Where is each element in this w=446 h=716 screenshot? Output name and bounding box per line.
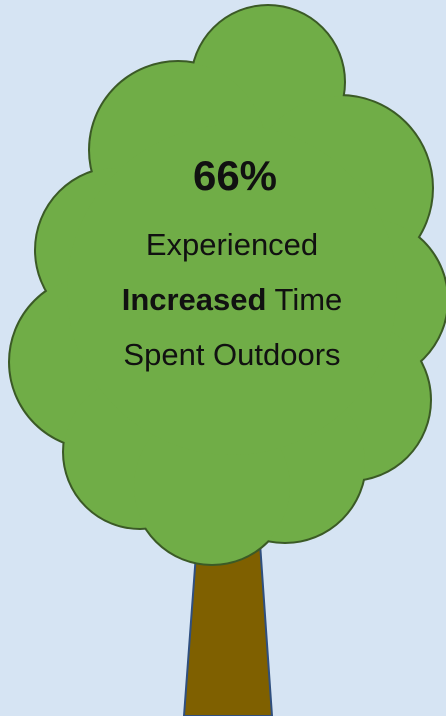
tree-crown (10, 6, 446, 564)
stat: 66% (193, 152, 277, 199)
emphasis: Increased (122, 282, 267, 317)
label-line: Experienced (146, 227, 318, 262)
label-text: Time (275, 282, 343, 317)
label-line: Increased Time (122, 282, 343, 317)
crown-lobe (67, 125, 397, 455)
label-line: Spent Outdoors (123, 337, 340, 372)
